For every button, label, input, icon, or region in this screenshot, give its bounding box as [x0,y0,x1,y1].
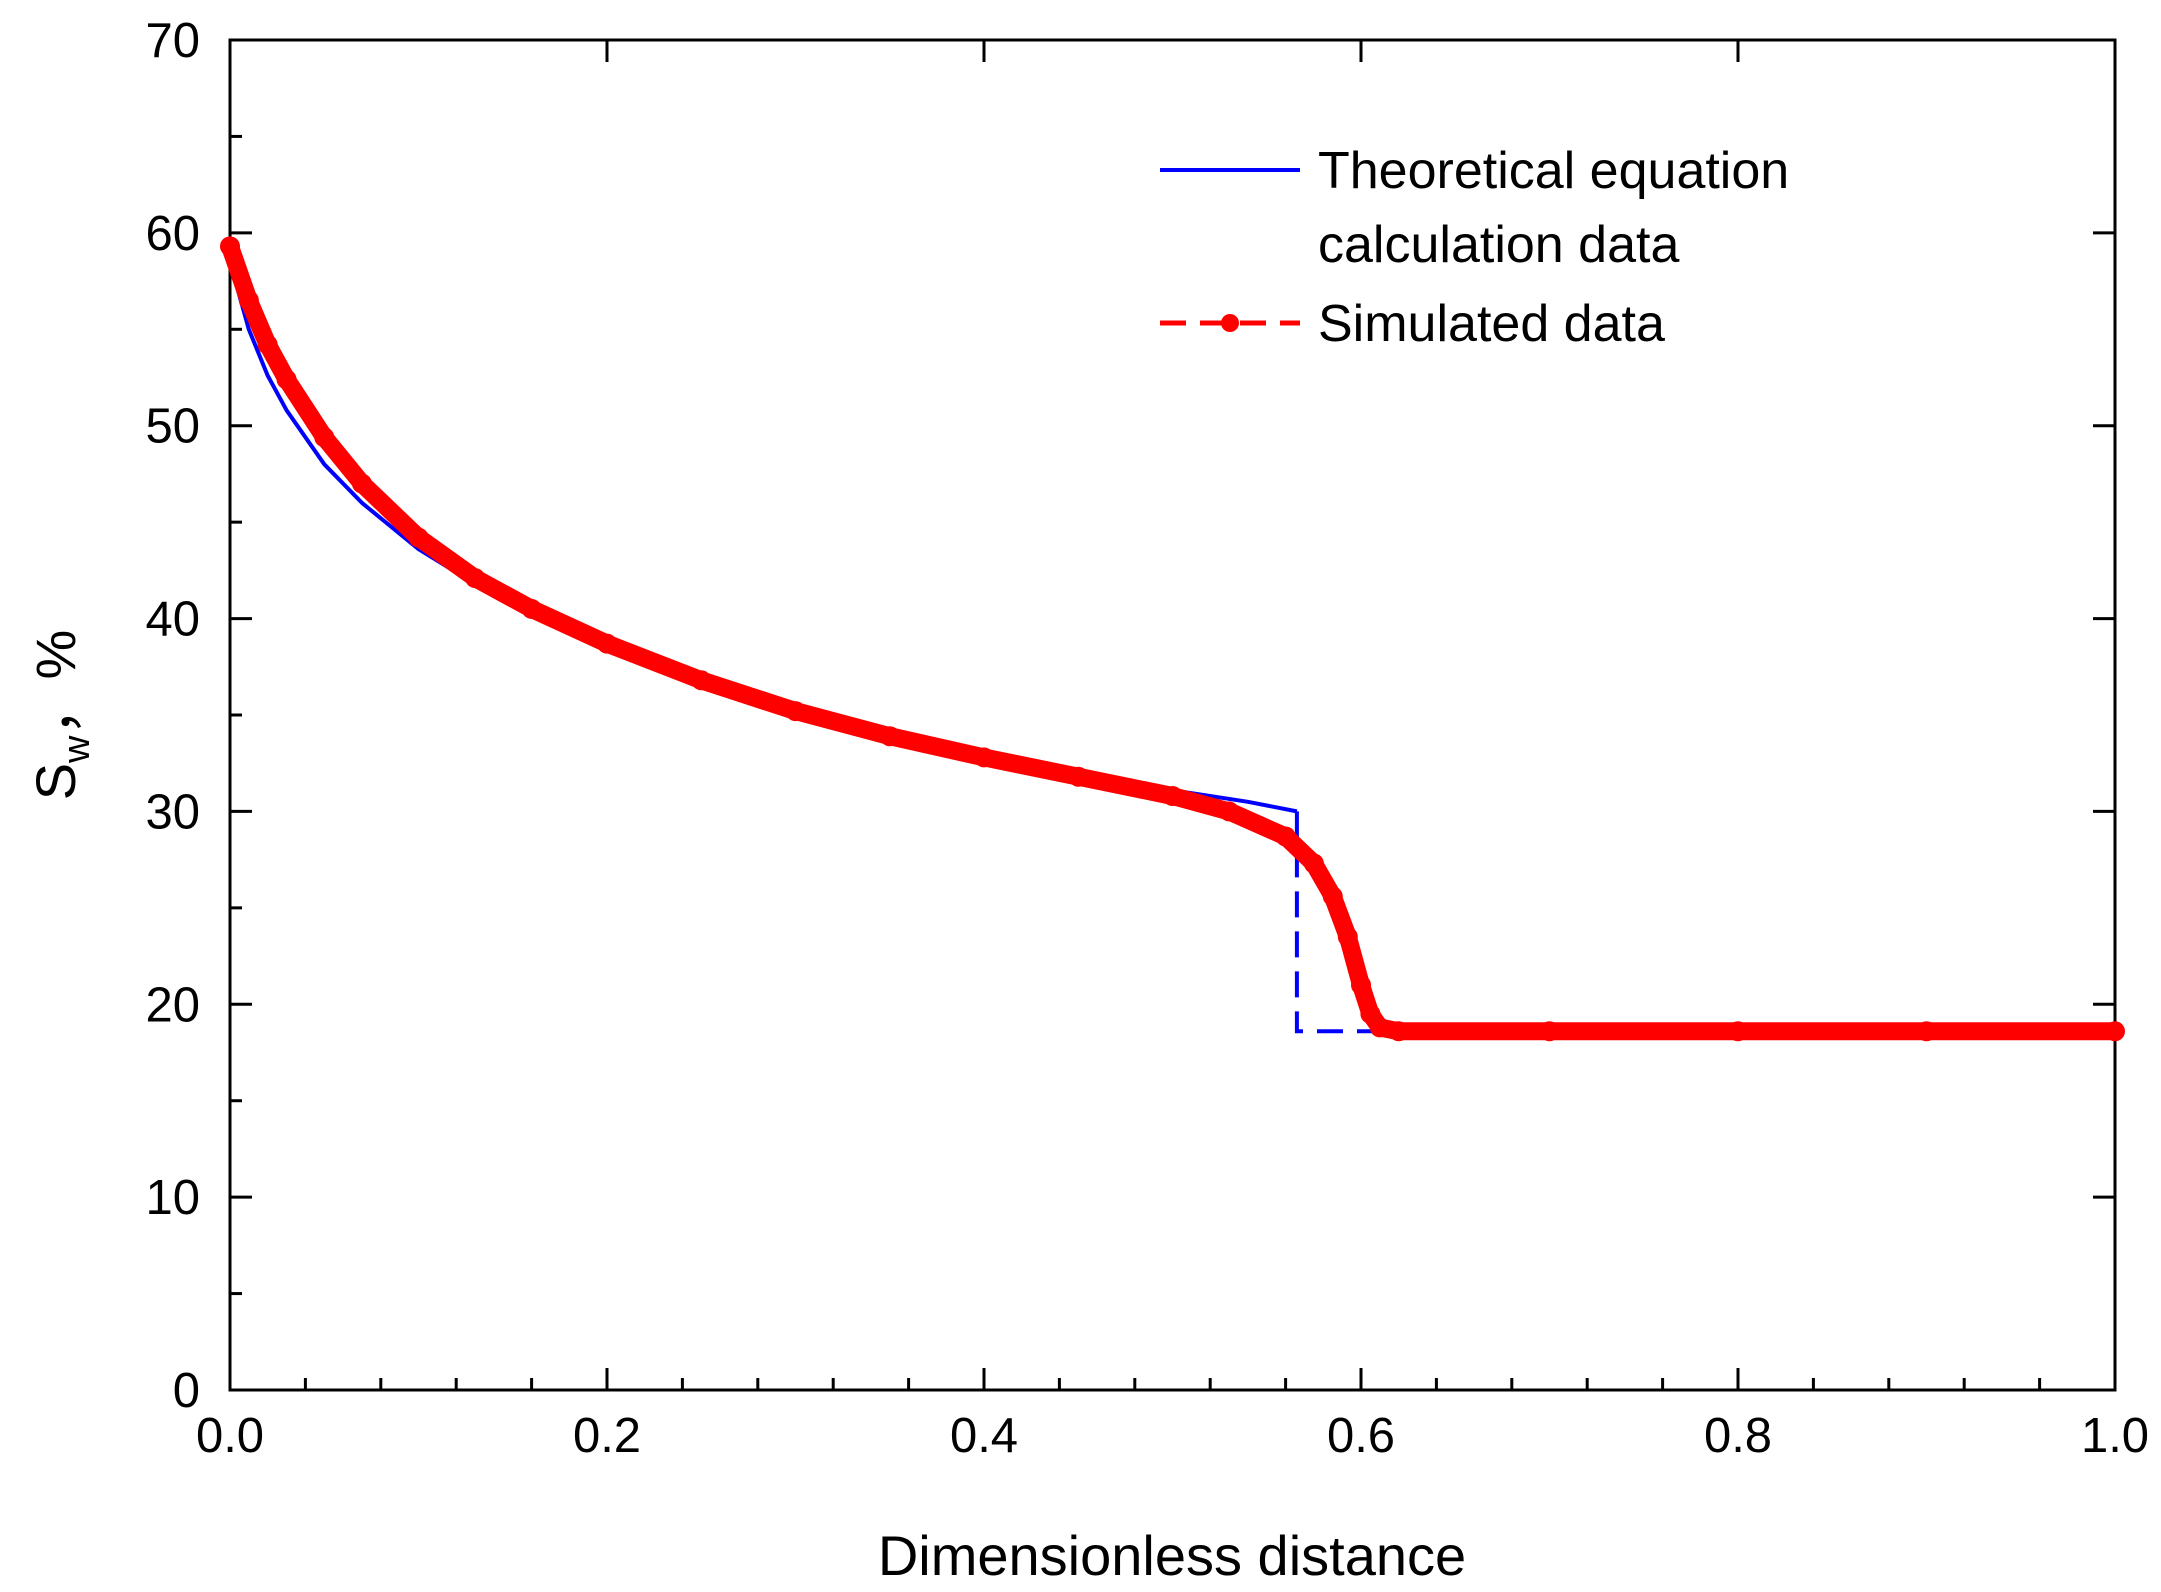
x-axis-title: Dimensionless distance [878,1524,1466,1587]
series-point-simulated [257,334,278,355]
series-point-simulated [220,236,240,257]
series-point-simulated [597,633,617,654]
series-layer [220,236,2125,1042]
svg-text:Sw，%: Sw，% [24,630,98,801]
legend-label-simulated: Simulated data [1318,295,1665,353]
y-tick-label: 40 [145,593,200,647]
series-point-simulated [1303,853,1324,874]
plot-area-frame [228,38,2117,1392]
series-point-simulated [314,427,335,448]
series-point-simulated [276,369,297,390]
y-axis-title: Sw，% [24,630,98,801]
x-tick-label: 1.0 [2081,1409,2149,1463]
y-tick-label: 20 [145,978,200,1032]
legend-marker-simulated [1221,314,1239,332]
series-point-simulated [785,701,806,722]
y-axis-ticks: 0 10 20 30 40 50 60 70 [145,14,2115,1418]
legend-label-theoretical: Theoretical equation [1318,142,1789,200]
series-line-theoretical [228,261,1298,814]
series-point-simulated [1388,1021,1409,1042]
series-point-simulated [1728,1021,1748,1042]
y-tick-label: 50 [145,400,200,454]
y-tick-label: 10 [145,1171,200,1225]
series-point-simulated [974,747,994,768]
series-point-simulated [351,473,372,494]
legend-label-theoretical: calculation data [1318,216,1679,274]
series-point-simulated [1275,826,1296,847]
series-point-simulated [408,527,429,548]
series-point-simulated [1337,926,1358,947]
y-tick-label: 70 [145,14,200,68]
series-point-simulated [1068,766,1089,787]
y-axis-title-sub: w [56,735,98,764]
y-axis-title-suffix: ，% [24,630,87,736]
legend: Theoretical equation calculation data Sim… [1160,142,1789,353]
y-axis-title-main: S [24,763,87,800]
x-tick-label: 0.8 [1704,1409,1772,1463]
x-tick-label: 0.4 [950,1409,1018,1463]
x-tick-label: 0.2 [573,1409,641,1463]
series-line-theoretical-front [1294,811,2115,1034]
series-point-simulated [1916,1021,1937,1042]
x-axis-ticks: 0.0 0.2 0.4 0.6 0.8 1.0 [196,40,2149,1463]
series-point-simulated [1322,886,1343,907]
x-tick-label: 0.6 [1327,1409,1395,1463]
series-point-simulated [465,568,486,589]
y-tick-label: 60 [145,207,200,261]
series-line-simulated [221,237,2124,1041]
series-point-simulated [521,598,542,619]
series-point-simulated [2105,1021,2125,1042]
series-point-simulated [879,726,900,747]
series-point-simulated [1219,801,1240,822]
series-point-simulated [238,290,259,311]
series-point-simulated [1162,786,1183,806]
series-point-simulated [1539,1021,1560,1042]
series-point-simulated [1369,1017,1390,1038]
x-tick-label: 0.0 [196,1409,264,1463]
series-point-simulated [691,670,712,691]
series-point-simulated [1351,975,1371,995]
y-tick-label: 30 [145,785,200,839]
y-tick-label: 0 [173,1364,200,1418]
